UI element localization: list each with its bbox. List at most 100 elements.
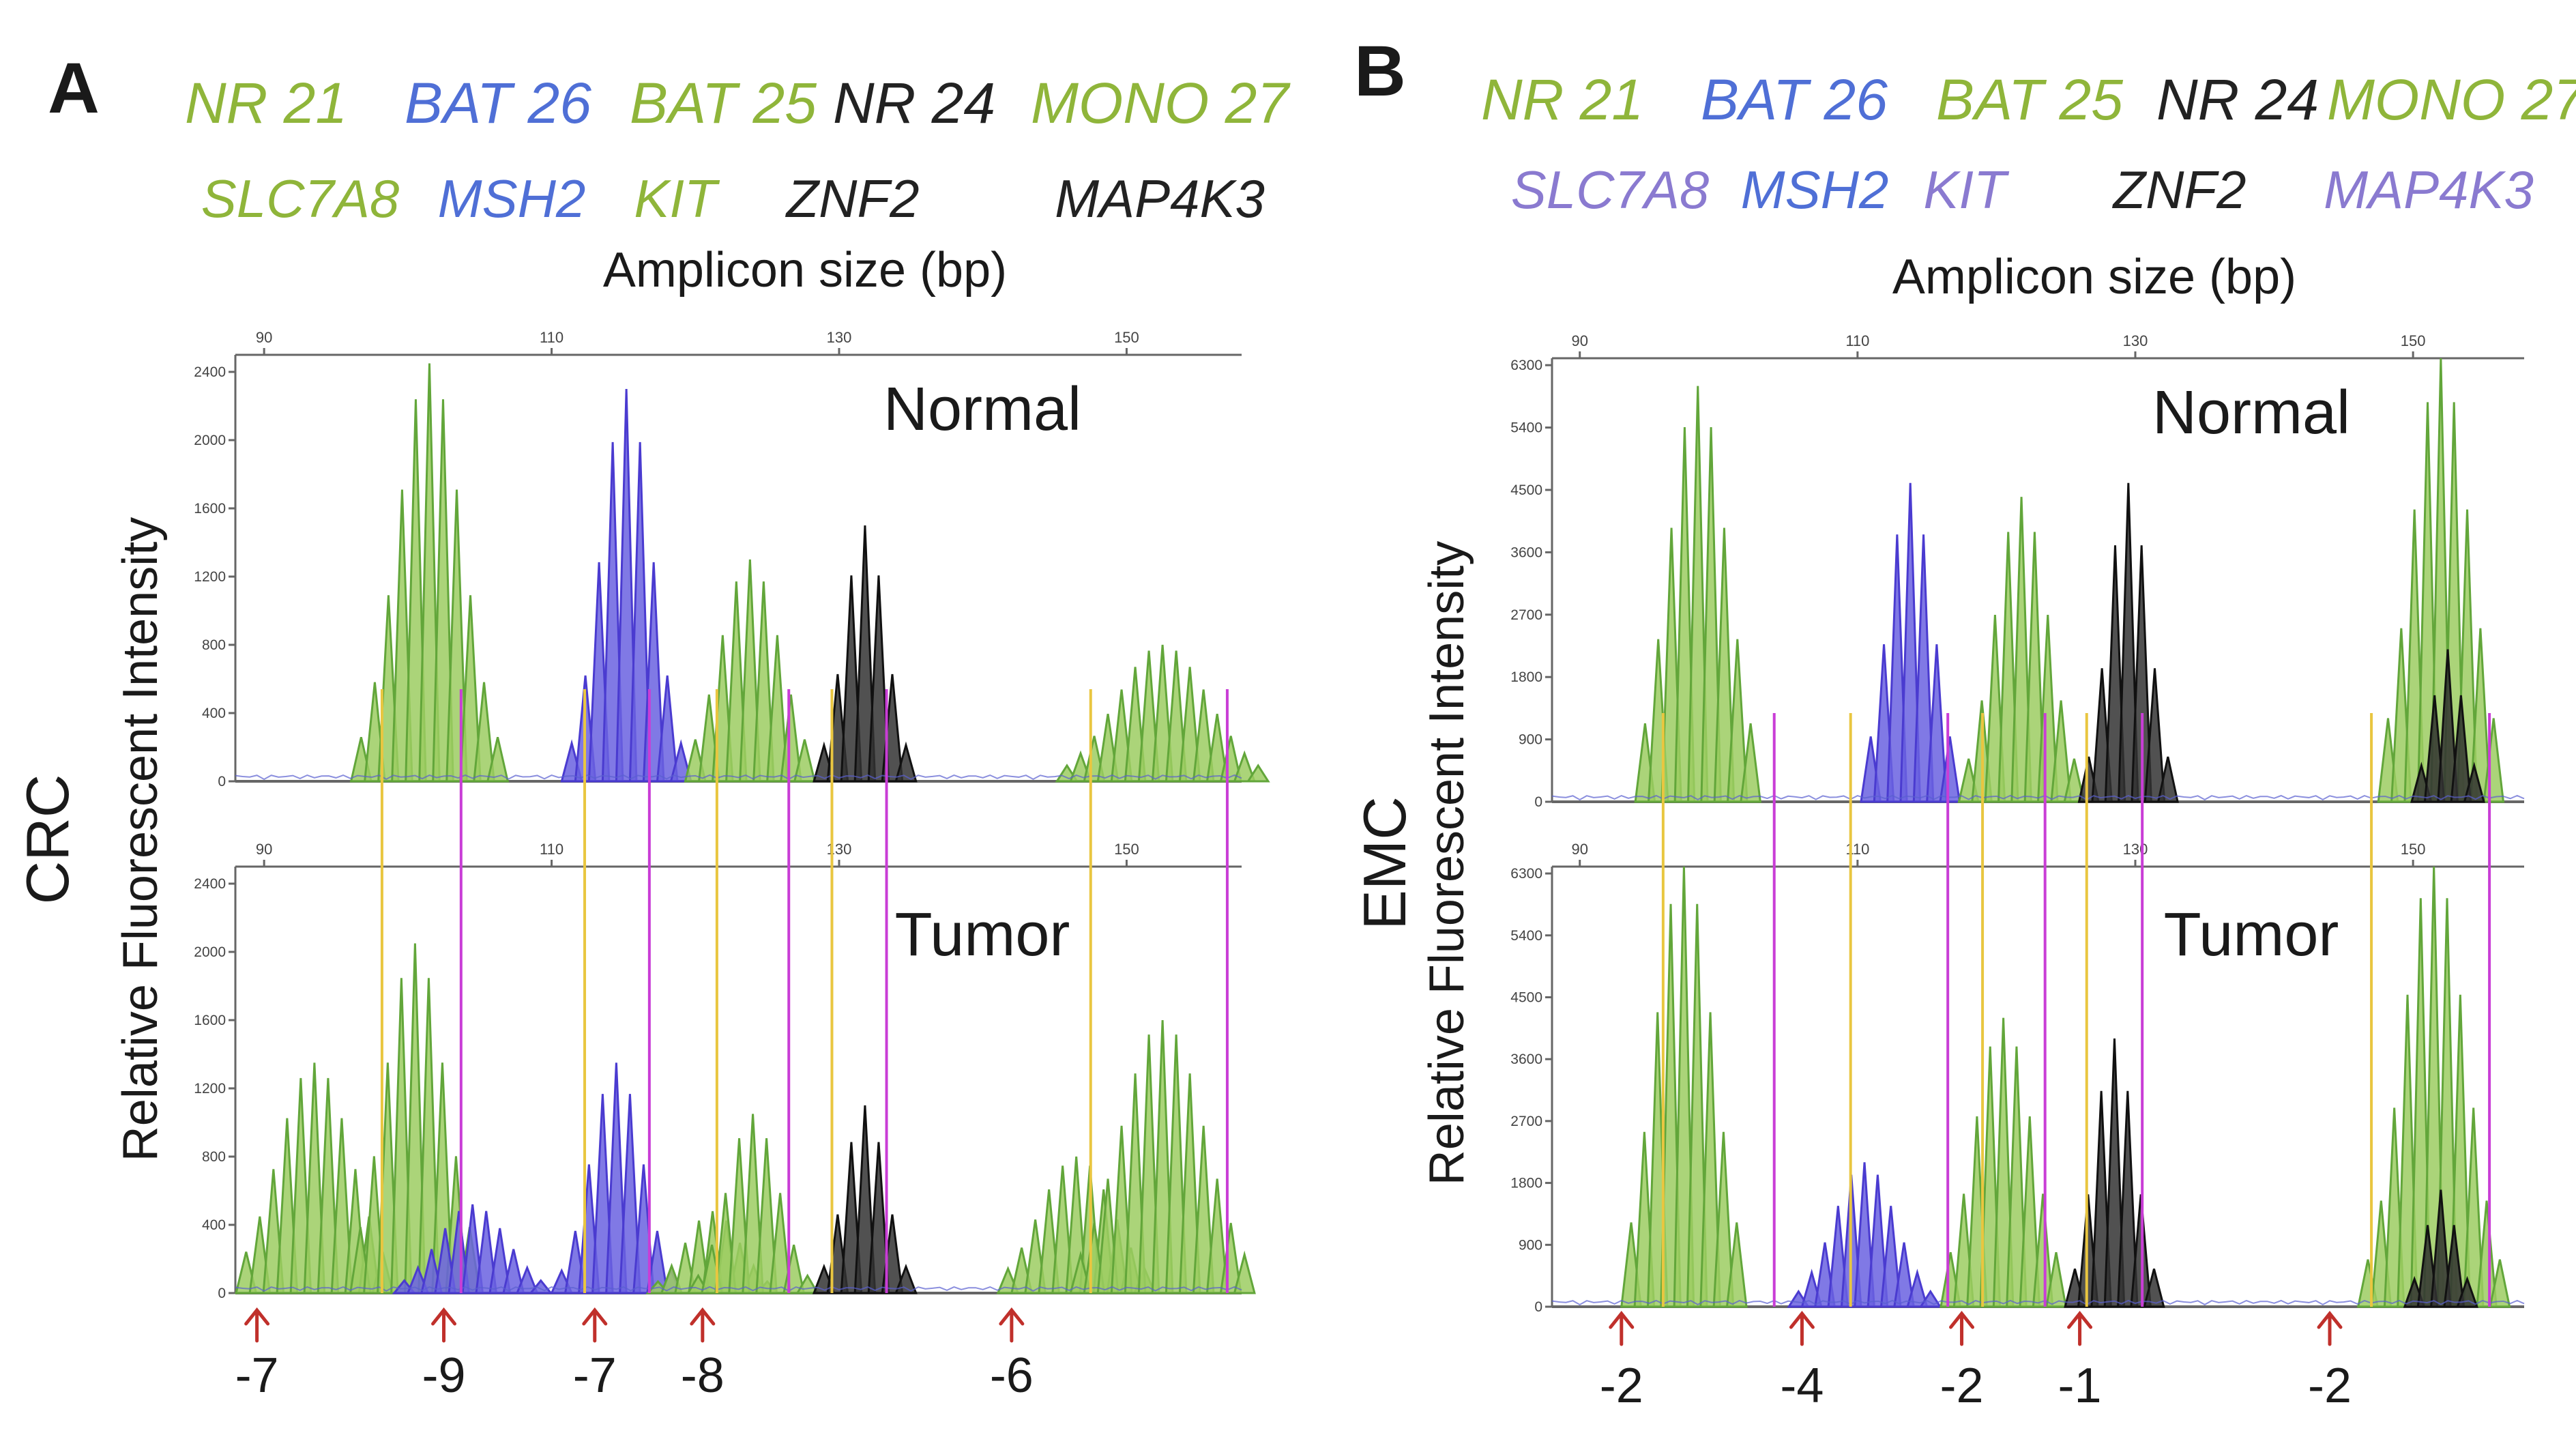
y-tick-label: 0 bbox=[218, 1286, 226, 1301]
y-tick-label: 1600 bbox=[194, 501, 226, 517]
y-tick-label: 900 bbox=[1519, 1237, 1542, 1253]
gene-label: MSH2 bbox=[438, 169, 586, 229]
peak bbox=[2036, 615, 2059, 803]
peak-cluster bbox=[1055, 644, 1270, 783]
peak-cluster bbox=[812, 1105, 918, 1294]
peak bbox=[1178, 667, 1201, 783]
peak bbox=[2006, 1046, 2028, 1308]
y-tick-label: 1200 bbox=[194, 1081, 226, 1097]
peak bbox=[894, 1263, 918, 1294]
noise-trace bbox=[235, 774, 1242, 781]
peak-cluster bbox=[392, 1204, 553, 1294]
y-tick-label: 1200 bbox=[194, 569, 226, 585]
peak bbox=[2045, 1251, 2068, 1308]
y-tick-label: 2700 bbox=[1510, 1114, 1542, 1129]
x-tick-label: 90 bbox=[1571, 332, 1587, 349]
peak bbox=[1740, 723, 1762, 803]
peak bbox=[1165, 1034, 1188, 1294]
peak bbox=[867, 575, 890, 783]
peak bbox=[853, 525, 877, 783]
peak bbox=[461, 1204, 484, 1294]
peak bbox=[739, 559, 761, 783]
noise-trace bbox=[235, 1286, 1242, 1292]
peak bbox=[473, 682, 495, 783]
peak bbox=[615, 388, 638, 783]
gene-label: MAP4K3 bbox=[2324, 160, 2534, 220]
peak bbox=[2118, 482, 2139, 803]
peak bbox=[619, 1094, 641, 1294]
peak bbox=[1712, 1131, 1735, 1308]
shift-arrow bbox=[1609, 1310, 1635, 1346]
subplot-title: Normal bbox=[883, 375, 1081, 444]
peak bbox=[2463, 762, 2485, 803]
peak bbox=[317, 1077, 340, 1294]
x-tick-label: 90 bbox=[1571, 841, 1587, 858]
peak bbox=[2437, 649, 2459, 803]
gene-label: SLC7A8 bbox=[201, 169, 400, 229]
peak bbox=[1992, 1017, 2015, 1308]
shift-label: -4 bbox=[1780, 1359, 1824, 1413]
shift-arrow bbox=[2067, 1310, 2093, 1346]
marker-label: MONO 27 bbox=[2327, 68, 2576, 132]
peak bbox=[515, 1264, 539, 1294]
y-tick-label: 1800 bbox=[1510, 669, 1542, 685]
peak bbox=[1699, 1012, 1721, 1308]
x-tick-label: 150 bbox=[2401, 332, 2426, 349]
peak-cluster bbox=[1620, 866, 1748, 1308]
y-tick-label: 2700 bbox=[1510, 607, 1542, 623]
subplot-normal: 90 110 130 150 0 900 1800 2700 3600 4500 5400 6300 N… bbox=[1510, 332, 2525, 810]
peak bbox=[2050, 700, 2072, 803]
noise-trace bbox=[1551, 794, 2525, 801]
y-axis-label: Relative Fluorescent Intensity bbox=[113, 517, 168, 1161]
peak bbox=[1725, 1222, 1748, 1308]
peak bbox=[656, 675, 679, 783]
peak bbox=[486, 737, 510, 783]
shift-arrow bbox=[244, 1307, 270, 1343]
peak-cluster bbox=[813, 525, 918, 783]
peak bbox=[2103, 1038, 2126, 1308]
peak bbox=[2019, 1116, 2041, 1308]
peak-cluster bbox=[2403, 1189, 2478, 1308]
subplot-normal: 90 110 130 150 0 400 800 1200 1600 2000 2400 Normal bbox=[194, 329, 1270, 789]
shift-label: -7 bbox=[235, 1348, 279, 1403]
peak bbox=[2456, 1275, 2478, 1308]
gene-label: KIT bbox=[1923, 160, 2010, 220]
shift-label: -2 bbox=[1940, 1359, 1984, 1413]
gene-label: MAP4K3 bbox=[1055, 169, 1265, 229]
peak bbox=[1713, 527, 1736, 803]
x-tick-label: 110 bbox=[540, 329, 564, 346]
peak bbox=[1165, 650, 1188, 783]
peak bbox=[2032, 1193, 2054, 1308]
peak bbox=[1219, 1223, 1242, 1294]
peak bbox=[1246, 764, 1270, 783]
panel-b: B NR 21 BAT 26 BAT 25 NR 24 MONO 27 SLC7A8 MSH2… bbox=[1351, 31, 2576, 1413]
panel-letter: B bbox=[1354, 31, 1406, 111]
marker-label: BAT 25 bbox=[1936, 68, 2123, 132]
peak-cluster bbox=[1957, 497, 2085, 803]
subplot-title: Tumor bbox=[895, 901, 1070, 969]
peak bbox=[1205, 713, 1229, 783]
y-tick-label: 0 bbox=[1534, 794, 1542, 810]
shift-label: -9 bbox=[422, 1348, 466, 1403]
peak bbox=[502, 1249, 525, 1294]
gene-label: SLC7A8 bbox=[1511, 160, 1710, 220]
y-tick-label: 6300 bbox=[1510, 866, 1542, 882]
shift-label: -8 bbox=[681, 1348, 724, 1403]
x-tick-label: 150 bbox=[1114, 841, 1139, 858]
y-axis-label: Relative Fluorescent Intensity bbox=[1420, 541, 1474, 1185]
panel-letter: A bbox=[48, 48, 100, 128]
peak-cluster bbox=[1940, 1017, 2068, 1308]
x-tick-label: 130 bbox=[827, 841, 852, 858]
y-tick-label: 1600 bbox=[194, 1013, 226, 1028]
peak bbox=[1673, 866, 1695, 1308]
peak-cluster bbox=[560, 388, 692, 783]
y-tick-label: 6300 bbox=[1510, 358, 1542, 373]
marker-label: NR 24 bbox=[833, 71, 995, 135]
peak bbox=[1178, 1073, 1201, 1294]
shift-arrow bbox=[582, 1307, 608, 1343]
peak-cluster bbox=[2064, 1038, 2165, 1308]
peak bbox=[2156, 756, 2179, 803]
x-tick-label: 130 bbox=[2123, 332, 2148, 349]
marker-label: MONO 27 bbox=[1031, 71, 1291, 135]
y-tick-label: 400 bbox=[202, 706, 226, 721]
